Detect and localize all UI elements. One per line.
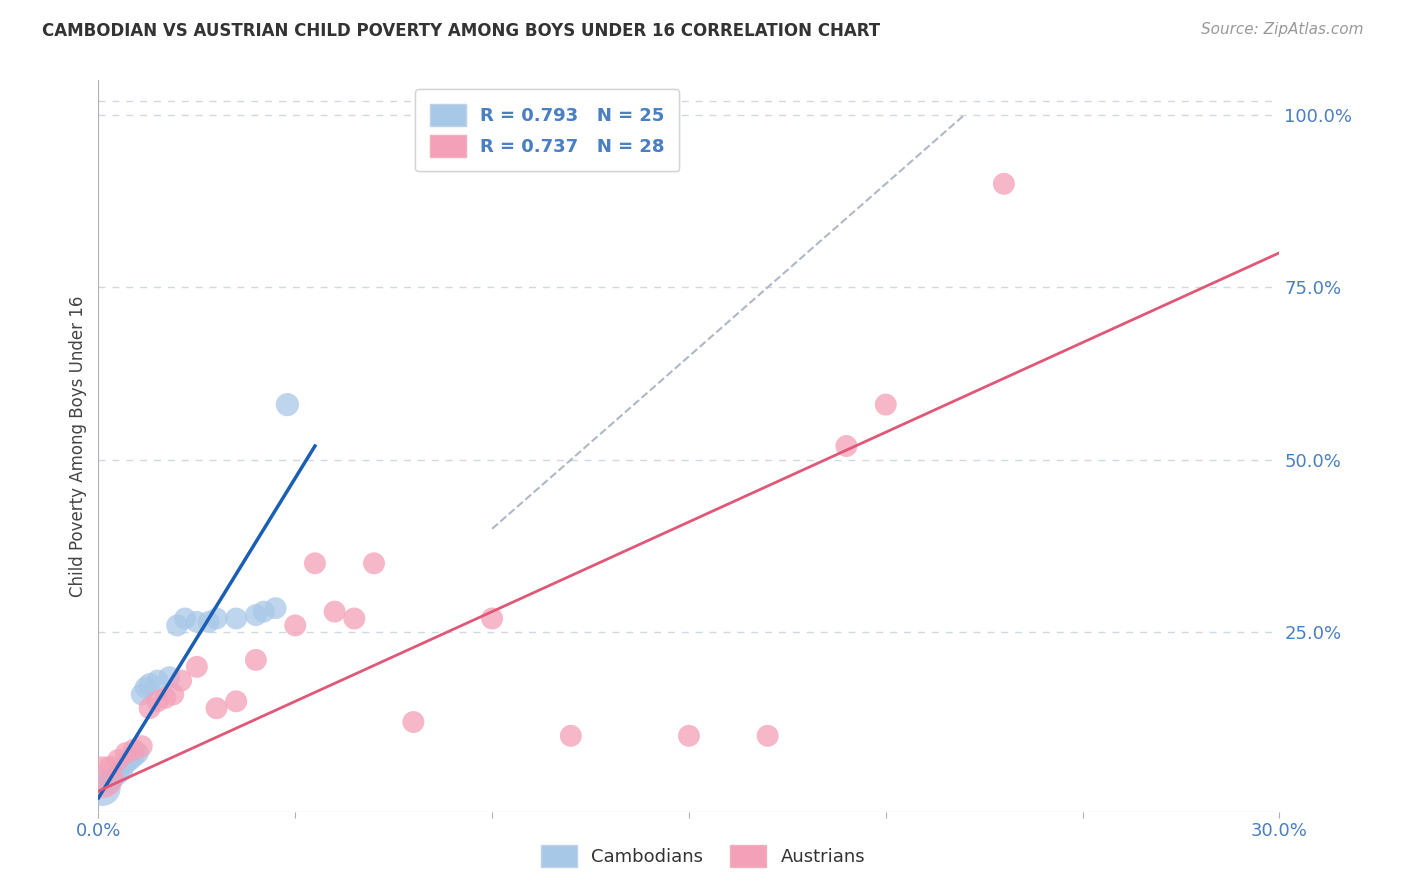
Point — [115, 746, 138, 760]
Point — [162, 687, 184, 701]
Point — [138, 677, 160, 691]
Point — [560, 729, 582, 743]
Point — [98, 773, 121, 788]
Point — [225, 611, 247, 625]
Point — [304, 557, 326, 571]
Y-axis label: Child Poverty Among Boys Under 16: Child Poverty Among Boys Under 16 — [69, 295, 87, 597]
Point — [276, 398, 298, 412]
Point — [98, 760, 121, 774]
Point — [122, 742, 145, 756]
Point — [146, 673, 169, 688]
Point — [174, 611, 197, 625]
Point — [343, 611, 366, 625]
Point — [186, 660, 208, 674]
Point — [131, 687, 153, 701]
Point — [481, 611, 503, 625]
Point — [127, 746, 149, 760]
Text: CAMBODIAN VS AUSTRIAN CHILD POVERTY AMONG BOYS UNDER 16 CORRELATION CHART: CAMBODIAN VS AUSTRIAN CHILD POVERTY AMON… — [42, 22, 880, 40]
Point — [835, 439, 858, 453]
Point — [186, 615, 208, 629]
Point — [264, 601, 287, 615]
Point — [115, 756, 138, 771]
Text: Source: ZipAtlas.com: Source: ZipAtlas.com — [1201, 22, 1364, 37]
Point — [756, 729, 779, 743]
Point — [678, 729, 700, 743]
Point — [323, 605, 346, 619]
Point — [197, 615, 219, 629]
Point — [253, 605, 276, 619]
Point — [107, 766, 129, 780]
Point — [205, 701, 228, 715]
Point — [96, 777, 118, 791]
Point — [103, 770, 125, 784]
Point — [131, 739, 153, 754]
Point — [91, 770, 114, 784]
Legend: Cambodians, Austrians: Cambodians, Austrians — [533, 838, 873, 874]
Point — [122, 749, 145, 764]
Point — [157, 670, 180, 684]
Point — [155, 690, 177, 705]
Point — [205, 611, 228, 625]
Point — [135, 681, 157, 695]
Point — [245, 608, 267, 623]
Point — [363, 557, 385, 571]
Point — [138, 701, 160, 715]
Point — [875, 398, 897, 412]
Legend: R = 0.793   N = 25, R = 0.737   N = 28: R = 0.793 N = 25, R = 0.737 N = 28 — [415, 89, 679, 171]
Point — [111, 764, 134, 778]
Point — [284, 618, 307, 632]
Point — [245, 653, 267, 667]
Point — [146, 694, 169, 708]
Point — [166, 618, 188, 632]
Point — [91, 780, 114, 795]
Point — [107, 753, 129, 767]
Point — [118, 753, 141, 767]
Point — [225, 694, 247, 708]
Point — [993, 177, 1015, 191]
Point — [402, 714, 425, 729]
Point — [170, 673, 193, 688]
